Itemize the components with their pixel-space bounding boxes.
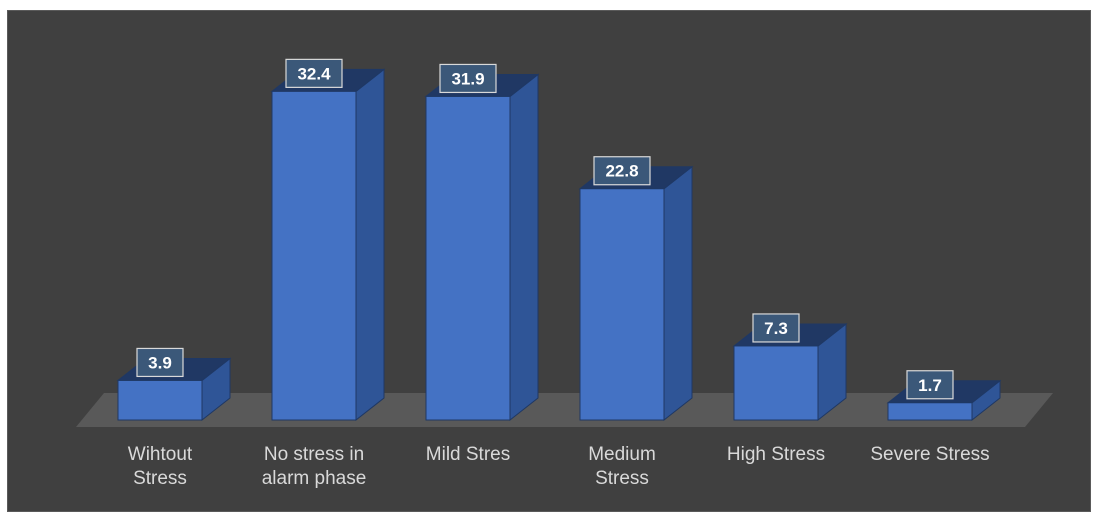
bar-front — [579, 188, 665, 421]
bar-front — [425, 95, 511, 421]
data-label-0: 3.9 — [136, 347, 184, 378]
category-label: No stress in alarm phase — [261, 444, 367, 489]
data-label-box — [906, 370, 954, 400]
data-label-box — [439, 63, 497, 94]
data-label-text: 32.4 — [297, 64, 331, 83]
data-label-text: 3.9 — [148, 353, 172, 372]
bar-side — [355, 68, 385, 422]
bar-1 — [270, 68, 386, 422]
data-label-text: 7.3 — [764, 319, 788, 338]
bar-chart: 3.9 32.4 31.9 22.8 7.3 1.7 — [76, 58, 1053, 427]
data-label-2: 31.9 — [439, 63, 497, 94]
chart-area: 3.9 32.4 31.9 22.8 7.3 1.7 Wihtout Stress No st… — [7, 10, 1091, 512]
data-label-text: 22.8 — [605, 162, 638, 181]
bar-3 — [578, 165, 694, 422]
data-label-box — [136, 347, 184, 378]
data-label-box — [752, 313, 800, 343]
bar-front — [117, 379, 203, 421]
data-label-text: 1.7 — [918, 376, 942, 395]
data-label-text: 31.9 — [451, 69, 484, 88]
data-label-4: 7.3 — [752, 313, 800, 343]
bar-front — [271, 90, 357, 421]
bar-side — [663, 165, 693, 422]
category-label: Wihtout Stress — [127, 444, 193, 489]
bar-2 — [424, 73, 540, 422]
data-labels-group: 3.9 32.4 31.9 22.8 7.3 1.7 — [136, 58, 954, 400]
bars-group — [116, 68, 1002, 422]
bar-front — [887, 402, 973, 421]
data-label-box — [593, 156, 651, 186]
bar-front — [733, 345, 819, 421]
bar-side — [509, 73, 539, 422]
data-label-5: 1.7 — [906, 370, 954, 400]
data-label-3: 22.8 — [593, 156, 651, 186]
category-label: Severe Stress — [870, 444, 990, 465]
category-label: High Stress — [726, 444, 826, 465]
data-label-box — [285, 58, 343, 88]
data-label-1: 32.4 — [285, 58, 343, 88]
category-label: Medium Stress — [588, 444, 656, 489]
category-label: Mild Stres — [425, 444, 511, 465]
